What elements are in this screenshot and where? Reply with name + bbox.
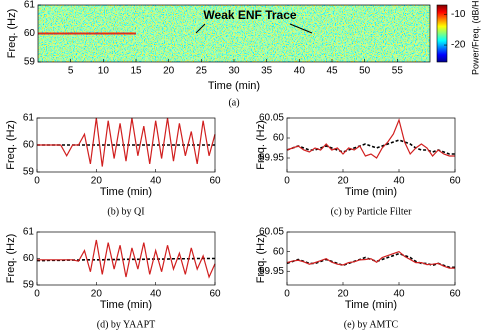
y-axis-label: Freq. (Hz) — [6, 9, 18, 59]
x-tick-label: 40 — [294, 66, 306, 77]
axes-frame — [286, 231, 456, 286]
colorbar — [436, 4, 448, 63]
series-line — [37, 117, 216, 167]
y-tick-label: 60 — [23, 253, 35, 264]
x-tick-label: 0 — [284, 176, 290, 187]
x-tick-label: 50 — [359, 66, 371, 77]
colorbar-label: Power/Freq. (dB/Hz) — [470, 0, 480, 75]
x-tick-label: 35 — [261, 66, 273, 77]
plot-area — [287, 118, 455, 172]
x-axis-label: Time (min) — [345, 299, 397, 311]
caption: (a) — [228, 97, 239, 108]
axes-frame — [36, 117, 216, 173]
y-tick-label: 61 — [23, 113, 35, 124]
colorbar-tick-label: -20 — [451, 40, 466, 51]
x-tick-label: 40 — [150, 289, 162, 300]
y-tick-label: 60 — [24, 28, 36, 39]
colorbar-tick-label: -10 — [451, 9, 466, 20]
series-line — [286, 118, 455, 159]
x-tick-label: 60 — [209, 289, 221, 300]
x-axis-label: Time (min) — [100, 186, 152, 198]
x-tick-label: 0 — [284, 289, 290, 300]
x-tick-label: 60 — [209, 176, 221, 187]
caption: (e) by AMTC — [344, 319, 399, 330]
x-tick-label: 60 — [449, 289, 461, 300]
x-tick-label: 30 — [228, 66, 240, 77]
x-axis-label: Time (min) — [345, 186, 397, 198]
y-tick-label: 60 — [273, 246, 285, 257]
caption: (d) by YAAPT — [97, 319, 156, 330]
axes-frame — [36, 231, 216, 286]
y-tick-label: 59 — [23, 167, 35, 178]
y-tick-label: 60.05 — [259, 227, 284, 238]
annotation: Weak ENF Trace — [203, 8, 296, 22]
y-axis-label: Freq. (Hz) — [255, 120, 267, 170]
x-tick-label: 0 — [34, 176, 40, 187]
x-tick-label: 20 — [91, 289, 103, 300]
x-tick-label: 10 — [98, 66, 110, 77]
caption: (c) by Particle Filter — [331, 206, 412, 217]
x-tick-label: 20 — [91, 176, 103, 187]
annotation-arrow — [195, 23, 206, 34]
y-tick-label: 59.95 — [259, 153, 284, 164]
x-tick-label: 20 — [337, 289, 349, 300]
y-tick-label: 60 — [273, 133, 285, 144]
plot-area — [37, 118, 215, 172]
y-tick-label: 60 — [23, 140, 35, 151]
x-tick-label: 60 — [449, 176, 461, 187]
x-tick-label: 25 — [196, 66, 208, 77]
x-tick-label: 5 — [68, 66, 74, 77]
axes-frame — [37, 4, 431, 63]
series-line — [37, 239, 216, 279]
x-axis-label: Time (min) — [208, 80, 260, 92]
x-tick-label: 40 — [150, 176, 162, 187]
y-tick-label: 59 — [23, 280, 35, 291]
annotation-arrow — [289, 23, 313, 34]
x-tick-label: 20 — [337, 176, 349, 187]
x-tick-label: 45 — [326, 66, 338, 77]
y-axis-label: Freq. (Hz) — [255, 234, 267, 284]
x-tick-label: 55 — [392, 66, 404, 77]
x-tick-label: 40 — [393, 176, 405, 187]
x-tick-label: 20 — [163, 66, 175, 77]
series-line — [286, 250, 455, 269]
y-axis-label: Freq. (Hz) — [5, 120, 17, 170]
y-tick-label: 61 — [24, 0, 36, 11]
y-axis-label: Freq. (Hz) — [5, 234, 17, 284]
x-tick-label: 40 — [393, 289, 405, 300]
y-tick-label: 60.05 — [259, 113, 284, 124]
x-tick-label: 0 — [34, 289, 40, 300]
x-tick-label: 15 — [130, 66, 142, 77]
axes-frame — [286, 117, 456, 173]
x-axis-label: Time (min) — [100, 299, 152, 311]
y-tick-label: 61 — [23, 227, 35, 238]
y-tick-label: 59.95 — [259, 266, 284, 277]
y-tick-label: 59 — [24, 57, 36, 68]
caption: (b) by QI — [107, 206, 144, 217]
